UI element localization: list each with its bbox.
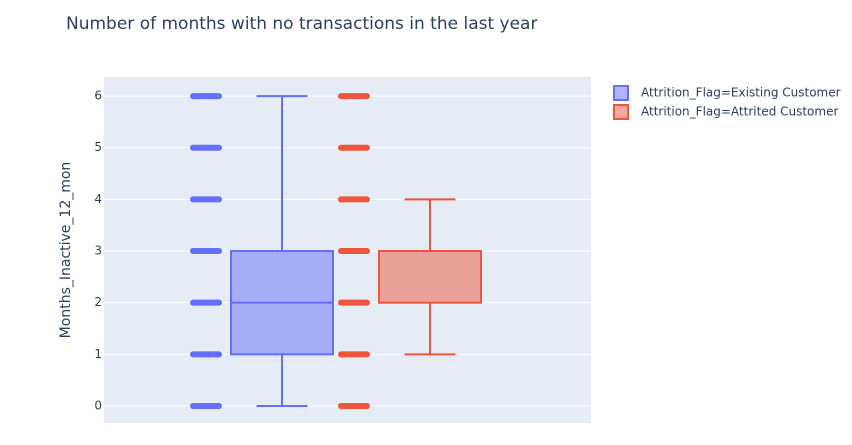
data-point-strip <box>190 402 222 409</box>
legend-label: Attrition_Flag=Attrited Customer <box>641 105 838 119</box>
data-point-strip <box>190 351 222 358</box>
data-point-strip <box>190 299 222 306</box>
y-tick-label: 1 <box>94 347 102 361</box>
data-point-strip <box>190 144 222 151</box>
chart-title: Number of months with no transactions in… <box>66 14 537 34</box>
legend-swatch <box>613 104 629 120</box>
y-tick-label: 5 <box>94 140 102 154</box>
data-point-strip <box>338 93 370 100</box>
data-point-strip <box>338 402 370 409</box>
data-point-strip <box>338 299 370 306</box>
y-tick-label: 6 <box>94 89 102 103</box>
y-tick-label: 3 <box>94 244 102 258</box>
data-point-strip <box>190 93 222 100</box>
y-tick-label: 2 <box>94 295 102 309</box>
data-point-strip <box>338 351 370 358</box>
legend-swatch <box>613 85 629 101</box>
data-point-strip <box>338 144 370 151</box>
y-axis-title: Months_Inactive_12_mon <box>58 162 74 339</box>
data-point-strip <box>190 248 222 255</box>
data-point-strip <box>338 196 370 203</box>
legend-label: Attrition_Flag=Existing Customer <box>641 86 841 100</box>
box <box>378 250 482 304</box>
data-point-strip <box>338 248 370 255</box>
y-tick-label: 0 <box>94 398 102 412</box>
data-point-strip <box>190 196 222 203</box>
y-tick-label: 4 <box>94 192 102 206</box>
